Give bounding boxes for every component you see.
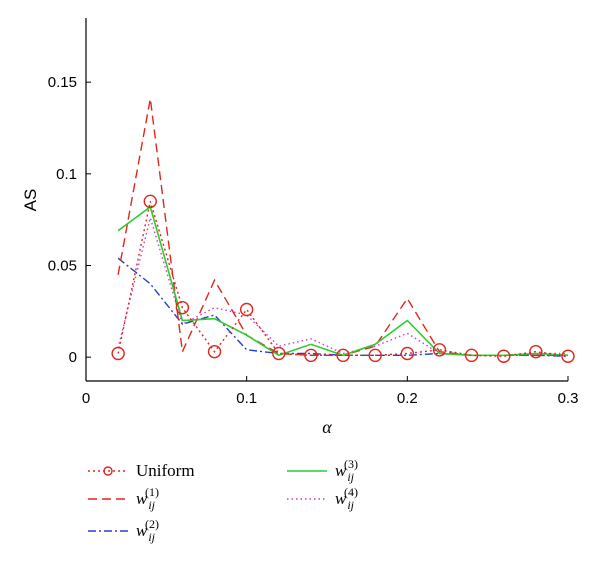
legend-swatch-w4 xyxy=(287,498,327,500)
data-point-uniform xyxy=(239,302,254,317)
series-line-w4 xyxy=(117,215,568,356)
legend-label-uniform: Uniform xyxy=(136,461,195,480)
data-point-uniform xyxy=(175,300,190,315)
data-point-uniform xyxy=(143,194,157,209)
data-point-uniform xyxy=(304,348,318,363)
legend-item-w1: wij(1) xyxy=(86,485,160,512)
y-tick-label: 0.15 xyxy=(48,74,77,91)
data-point-uniform xyxy=(272,346,286,361)
data-point-uniform xyxy=(368,348,382,363)
data-point-uniform xyxy=(464,348,479,363)
series-line-w3 xyxy=(117,205,569,357)
legend-swatch-w3 xyxy=(287,470,327,472)
y-tick-label: 0.05 xyxy=(48,258,77,275)
series-line-uniform xyxy=(117,201,569,358)
data-point-uniform xyxy=(400,346,415,361)
x-tick-label: 0 xyxy=(82,390,90,407)
y-tick-label: 0.1 xyxy=(56,166,77,183)
plot-area: 0 0.1 0.2 0.3 0 0.05 0.1 0.15 xyxy=(48,18,579,407)
legend: Uniform wij(1) wij(2) wij(3) wij(4) xyxy=(80,452,500,552)
legend-label-w2: wij(2) xyxy=(136,517,160,544)
data-point-uniform xyxy=(207,344,222,359)
data-point-uniform xyxy=(561,349,575,363)
x-axis-label: α xyxy=(322,417,332,437)
data-point-uniform xyxy=(336,348,350,363)
y-tick-label: 0 xyxy=(69,349,77,366)
series-line-w2 xyxy=(117,257,569,357)
legend-item-w3: wij(3) xyxy=(285,457,359,484)
data-point-uniform xyxy=(111,346,125,361)
data-point-uniform xyxy=(529,344,543,359)
legend-swatch-w1 xyxy=(88,498,128,500)
x-tick-label: 0.2 xyxy=(397,390,418,407)
legend-swatch-w2 xyxy=(88,530,128,532)
legend-swatch-uniform xyxy=(88,466,128,476)
y-axis-label: AS xyxy=(21,189,40,212)
legend-item-w2: wij(2) xyxy=(86,517,160,544)
x-tick-label: 0.1 xyxy=(236,390,257,407)
legend-label-w3: wij(3) xyxy=(335,457,359,484)
legend-item-uniform: Uniform xyxy=(86,460,195,482)
legend-label-w4: wij(4) xyxy=(335,485,359,512)
legend-item-w4: wij(4) xyxy=(285,485,359,512)
x-tick-label: 0.3 xyxy=(558,390,579,407)
data-point-uniform xyxy=(432,343,447,357)
data-point-uniform xyxy=(497,349,511,363)
legend-label-w1: wij(1) xyxy=(136,485,160,512)
series-line-w1 xyxy=(117,98,568,356)
